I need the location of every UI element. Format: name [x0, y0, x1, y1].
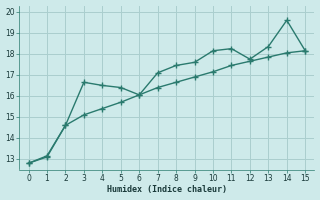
X-axis label: Humidex (Indice chaleur): Humidex (Indice chaleur)	[107, 185, 227, 194]
